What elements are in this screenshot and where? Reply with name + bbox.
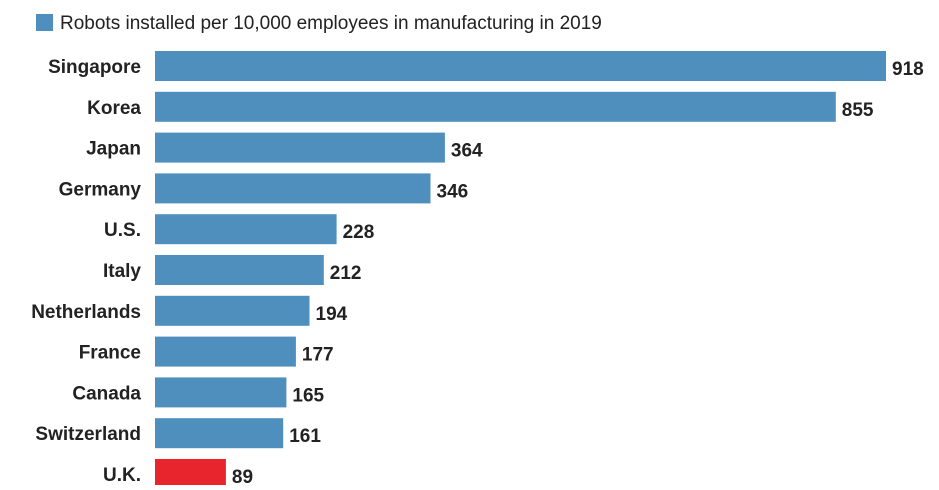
- category-label-korea: Korea: [87, 98, 141, 119]
- category-label-japan: Japan: [86, 139, 141, 160]
- legend-swatch: [36, 14, 53, 31]
- category-labels: Singapore Korea Japan Germany U.S. Italy Nethe…: [31, 57, 142, 486]
- category-label-u-s: U.S.: [104, 220, 141, 241]
- category-label-canada: Canada: [72, 383, 141, 404]
- bar-france: [155, 336, 296, 367]
- bars: [155, 51, 886, 489]
- bar-u-k: [155, 459, 226, 489]
- bar-japan: [155, 132, 445, 163]
- value-label-italy: 212: [330, 263, 362, 284]
- bar-singapore: [155, 51, 886, 81]
- value-label-germany: 346: [437, 181, 469, 202]
- category-label-netherlands: Netherlands: [31, 302, 141, 323]
- bar-switzerland: [155, 418, 284, 449]
- bar-canada: [155, 377, 287, 408]
- bar-germany: [155, 173, 431, 204]
- value-labels: 918 855 364 346 228 212 194 177 165 161 89: [232, 59, 924, 488]
- category-label-italy: Italy: [103, 261, 141, 282]
- value-label-singapore: 918: [892, 59, 924, 80]
- value-label-u-k: 89: [232, 467, 253, 485]
- legend: Robots installed per 10,000 employees in…: [36, 13, 602, 34]
- legend-label: Robots installed per 10,000 employees in…: [60, 13, 602, 34]
- bar-korea: [155, 91, 836, 122]
- value-label-canada: 165: [292, 385, 324, 406]
- category-label-u-k: U.K.: [103, 465, 141, 485]
- value-label-switzerland: 161: [289, 426, 321, 447]
- bar-netherlands: [155, 295, 310, 326]
- value-label-japan: 364: [451, 141, 483, 162]
- value-label-u-s: 228: [343, 222, 375, 243]
- category-label-switzerland: Switzerland: [35, 424, 141, 445]
- value-label-netherlands: 194: [316, 304, 348, 325]
- value-label-france: 177: [302, 345, 334, 366]
- category-label-singapore: Singapore: [48, 57, 141, 78]
- category-label-france: France: [79, 343, 141, 364]
- bar-u-s: [155, 214, 337, 245]
- value-label-korea: 855: [842, 100, 874, 121]
- category-label-germany: Germany: [59, 179, 142, 200]
- bar-italy: [155, 255, 324, 285]
